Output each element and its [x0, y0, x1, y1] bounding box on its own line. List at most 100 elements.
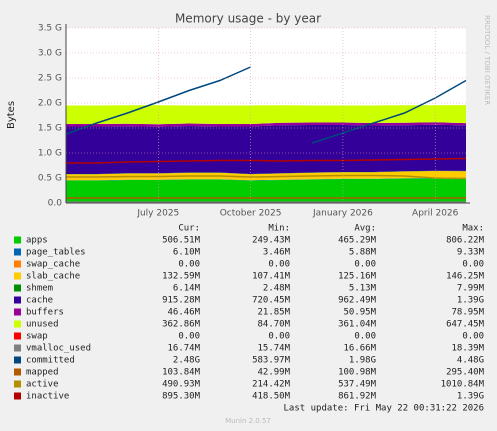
legend-value: 0.00	[354, 260, 376, 270]
y-tick-label: 3.5 G	[38, 24, 62, 34]
y-tick-label: 0.0	[48, 199, 63, 209]
legend-value: 1010.84M	[441, 380, 485, 390]
line	[65, 66, 467, 144]
legend-swatch	[14, 392, 21, 400]
legend-value: 84.70M	[257, 320, 290, 330]
legend-value: 0.00	[178, 332, 200, 342]
legend-value: 5.13M	[349, 284, 377, 294]
legend-swatch	[14, 236, 21, 244]
legend-value: 146.25M	[446, 272, 485, 282]
legend-label: unused	[26, 320, 59, 330]
last-update: Last update: Fri May 22 00:31:22 2026	[284, 404, 484, 414]
legend-value: 895.30M	[162, 392, 201, 402]
legend-label: vmalloc_used	[26, 344, 91, 354]
legend-value: 361.04M	[338, 320, 377, 330]
legend-value: 249.43M	[252, 236, 291, 246]
legend-value: 720.45M	[252, 296, 291, 306]
legend-label: inactive	[26, 392, 69, 402]
side-text: RRDTOOL / TOBI OETIKER	[483, 15, 491, 105]
x-tick-label: July 2025	[136, 209, 179, 219]
legend-value: 6.14M	[173, 284, 201, 294]
legend-value: 0.00	[178, 260, 200, 270]
legend-label: buffers	[26, 308, 64, 318]
legend-value: 7.99M	[457, 284, 485, 294]
legend-swatch	[14, 332, 21, 340]
legend-value: 16.74M	[167, 344, 200, 354]
legend-header: Max:	[462, 224, 484, 234]
legend-swatch	[14, 308, 21, 316]
legend-value: 583.97M	[252, 356, 291, 366]
legend-swatch	[14, 368, 21, 376]
legend-value: 21.85M	[257, 308, 290, 318]
legend-label: cache	[26, 296, 53, 306]
chart-title: Memory usage - by year	[175, 12, 321, 26]
legend-value: 3.46M	[263, 248, 291, 258]
legend-value: 0.00	[462, 332, 484, 342]
legend-value: 962.49M	[338, 296, 377, 306]
legend-swatch	[14, 272, 21, 280]
legend-value: 50.95M	[343, 308, 376, 318]
legend-label: shmem	[26, 284, 53, 294]
line	[66, 157, 467, 164]
legend-value: 132.59M	[162, 272, 201, 282]
legend-value: 16.66M	[343, 344, 376, 354]
legend-value: 506.51M	[162, 236, 201, 246]
legend-value: 362.86M	[162, 320, 201, 330]
legend-swatch	[14, 344, 21, 352]
line	[66, 174, 467, 180]
legend-value: 15.74M	[257, 344, 290, 354]
legend-swatch	[14, 248, 21, 256]
legend-value: 6.10M	[173, 248, 201, 258]
y-tick-label: 1.0 G	[38, 149, 62, 159]
legend-value: 490.93M	[162, 380, 201, 390]
y-tick-label: 3.0 G	[38, 49, 62, 59]
x-tick-label: April 2026	[412, 209, 459, 219]
legend-value: 295.40M	[446, 368, 485, 378]
y-tick-label: 2.0 G	[38, 99, 62, 109]
legend-label: slab_cache	[26, 272, 80, 282]
legend-header: Min:	[268, 224, 290, 234]
legend-header: Cur:	[178, 224, 200, 234]
area	[66, 105, 466, 125]
legend-value: 4.48G	[457, 356, 484, 366]
legend-value: 103.84M	[162, 368, 201, 378]
legend-value: 647.45M	[446, 320, 485, 330]
legend-label: committed	[26, 356, 75, 366]
legend-label: active	[26, 380, 59, 390]
legend-header: Avg:	[354, 224, 376, 234]
x-tick-label: October 2025	[220, 209, 282, 219]
y-tick-label: 0.5 G	[38, 174, 62, 184]
legend-value: 861.92M	[338, 392, 377, 402]
area	[66, 177, 466, 181]
legend-value: 0.00	[462, 260, 484, 270]
area	[66, 124, 466, 174]
legend-value: 1.98G	[349, 356, 376, 366]
legend-value: 0.00	[268, 332, 290, 342]
legend-value: 465.29M	[338, 236, 377, 246]
y-tick-label: 1.5 G	[38, 124, 62, 134]
legend-value: 214.42M	[252, 380, 291, 390]
y-axis-label: Bytes	[6, 101, 17, 129]
legend-swatch	[14, 296, 21, 304]
x-tick-label: January 2026	[312, 209, 373, 219]
legend-value: 5.88M	[349, 248, 377, 258]
legend-swatch	[14, 260, 21, 268]
legend-value: 2.48M	[263, 284, 291, 294]
legend-value: 46.46M	[167, 308, 200, 318]
area	[66, 122, 466, 127]
legend-value: 107.41M	[252, 272, 291, 282]
legend-value: 100.98M	[338, 368, 377, 378]
legend-swatch	[14, 380, 21, 388]
legend-label: swap_cache	[26, 260, 80, 270]
legend-value: 915.28M	[162, 296, 201, 306]
legend-value: 1.39G	[457, 392, 484, 402]
legend-swatch	[14, 320, 21, 328]
legend-value: 0.00	[354, 332, 376, 342]
footer: Munin 2.0.57	[225, 417, 271, 425]
legend-value: 418.50M	[252, 392, 291, 402]
legend-value: 0.00	[268, 260, 290, 270]
legend-value: 125.16M	[338, 272, 377, 282]
legend-label: apps	[26, 236, 48, 246]
